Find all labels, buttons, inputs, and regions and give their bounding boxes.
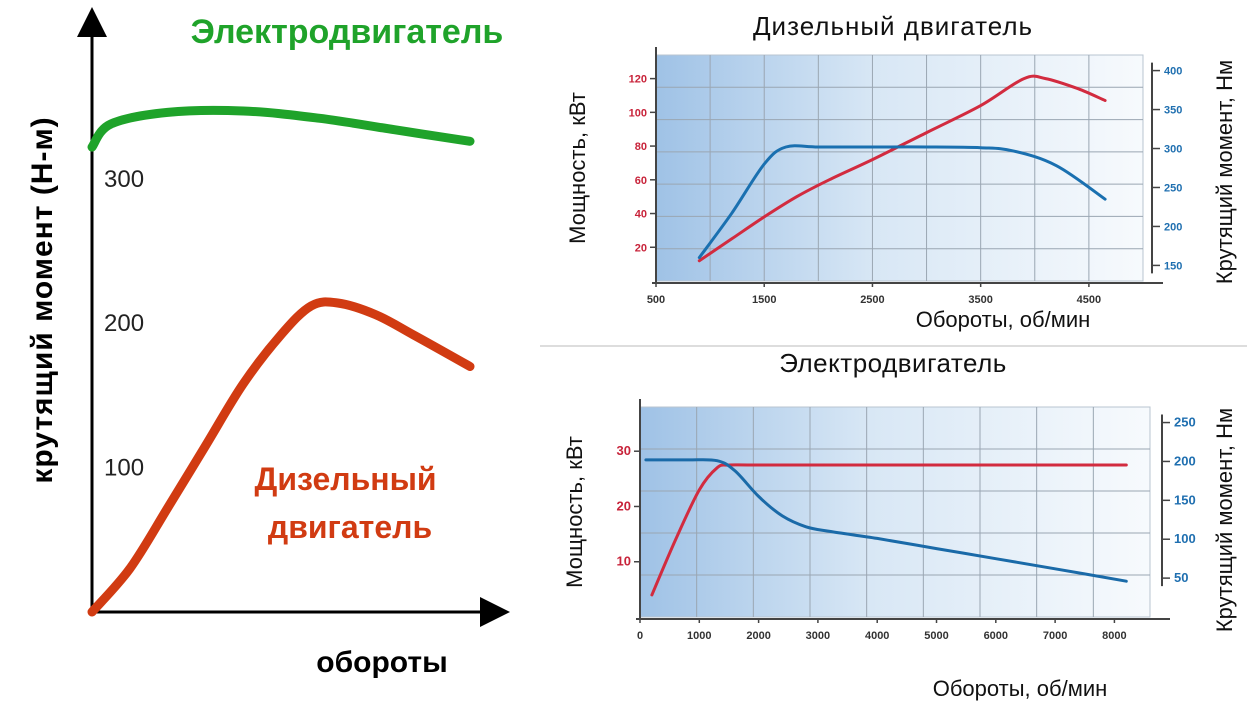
y-tick-label: 40 bbox=[635, 209, 647, 221]
y2-axis-label: Крутящий момент, Нм bbox=[1212, 60, 1237, 284]
plot-area bbox=[639, 406, 1151, 618]
x-tick-label: 4000 bbox=[865, 630, 889, 642]
series-label-diesel: Дизельный двигатель bbox=[255, 461, 446, 545]
x-tick-label: 1500 bbox=[752, 294, 776, 306]
chart-title: Дизельный двигатель bbox=[753, 11, 1033, 41]
y-tick-label: 20 bbox=[617, 498, 631, 513]
y-axis-label: крутящий момент (Н-м) bbox=[26, 116, 59, 483]
y-tick-label: 30 bbox=[617, 443, 631, 458]
y2-tick-label: 100 bbox=[1174, 531, 1196, 546]
series-label-electric: Электродвигатель bbox=[191, 13, 504, 51]
y-tick-label: 10 bbox=[617, 554, 631, 569]
x-tick-label: 0 bbox=[637, 630, 643, 642]
torque-comparison-chart: крутящий момент (Н-м) обороты 100200300 … bbox=[26, 7, 510, 679]
x-axis-label: Обороты, об/мин bbox=[933, 676, 1108, 701]
series-line-torque bbox=[697, 144, 1107, 260]
y-tick-label: 300 bbox=[104, 166, 144, 193]
y2-tick-label: 50 bbox=[1174, 570, 1188, 585]
x-tick-label: 4500 bbox=[1077, 294, 1101, 306]
x-tick-label: 5000 bbox=[924, 630, 948, 642]
y-tick-label: 20 bbox=[635, 242, 647, 254]
y-tick-label: 100 bbox=[629, 107, 647, 119]
diesel-engine-chart: 500 1500 2500 3500 4500 20 40 60 80 100 120 150 200 2… bbox=[565, 11, 1237, 332]
x-tick-label: 3500 bbox=[968, 294, 992, 306]
x-axis-label: Обороты, об/мин bbox=[916, 307, 1091, 332]
plot-area bbox=[655, 54, 1144, 282]
x-tick-label: 6000 bbox=[984, 630, 1008, 642]
chart-title: Электродвигатель bbox=[779, 348, 1007, 378]
electric-motor-chart: 0 1000 2000 3000 4000 5000 6000 7000 8000 10 20 30 5… bbox=[562, 348, 1237, 701]
y-tick-label: 60 bbox=[635, 175, 647, 187]
series-line-electric bbox=[87, 105, 475, 152]
y2-tick-label: 200 bbox=[1164, 221, 1182, 233]
y2-axis-label: Крутящий момент, Нм bbox=[1212, 408, 1237, 632]
series-line-power bbox=[650, 463, 1128, 597]
y2-tick-label: 200 bbox=[1174, 453, 1196, 468]
y2-tick-label: 150 bbox=[1164, 260, 1182, 272]
x-tick-label: 3000 bbox=[806, 630, 830, 642]
y-tick-label: 120 bbox=[629, 74, 647, 86]
y2-tick-label: 250 bbox=[1164, 182, 1182, 194]
y-axis-label: Мощность, кВт bbox=[562, 436, 587, 588]
x-tick-label: 7000 bbox=[1043, 630, 1067, 642]
y-tick-label: 80 bbox=[635, 141, 647, 153]
y2-tick-label: 400 bbox=[1164, 66, 1182, 78]
x-tick-label: 500 bbox=[647, 294, 665, 306]
x-axis-label: обороты bbox=[316, 646, 447, 679]
y-tick-label: 100 bbox=[104, 455, 144, 482]
x-tick-label: 2000 bbox=[746, 630, 770, 642]
y2-tick-label: 350 bbox=[1164, 105, 1182, 117]
x-tick-label: 8000 bbox=[1102, 630, 1126, 642]
y2-tick-label: 300 bbox=[1164, 144, 1182, 156]
series-line-diesel bbox=[87, 297, 475, 617]
x-tick-label: 1000 bbox=[687, 630, 711, 642]
y-axis-label: Мощность, кВт bbox=[565, 92, 590, 244]
x-tick-label: 2500 bbox=[860, 294, 884, 306]
y-tick-label: 200 bbox=[104, 310, 144, 337]
y2-tick-label: 150 bbox=[1174, 492, 1196, 507]
y2-tick-label: 250 bbox=[1174, 415, 1196, 430]
series-line-torque bbox=[644, 458, 1128, 583]
